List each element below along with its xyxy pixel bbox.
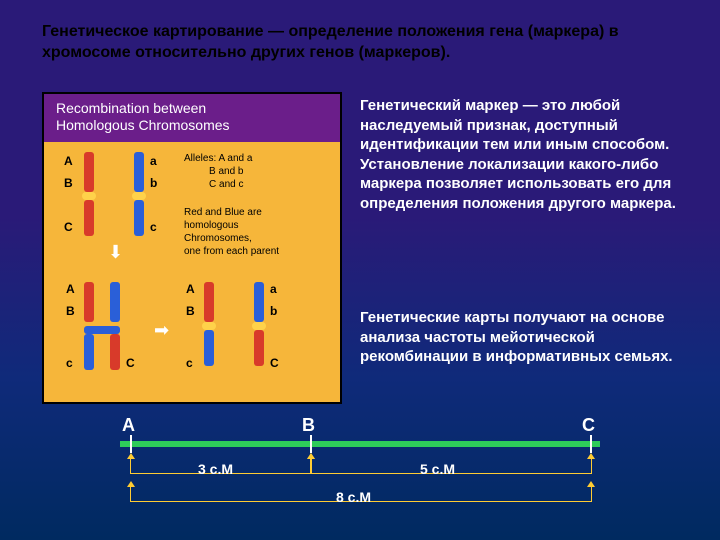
arrow-right-icon: ➡ — [154, 320, 169, 341]
label-C2: C — [126, 356, 135, 370]
chrom-red-top-lower — [84, 200, 94, 236]
diagram-header: Recombination between Homologous Chromos… — [44, 94, 340, 142]
centromere-prod2 — [252, 322, 266, 330]
alleles-3: C and c — [209, 179, 243, 190]
homologous-legend: Red and Blue are homologous Chromosomes,… — [184, 206, 334, 258]
slide: Генетическое картирование — определение … — [0, 0, 720, 540]
cross-red-upper — [84, 282, 94, 322]
alleles-legend: Alleles: A and a B and b C and c — [184, 152, 252, 191]
label-A2: A — [66, 282, 75, 296]
map-label-C: C — [582, 415, 595, 436]
centromere-prod1 — [202, 322, 216, 330]
alleles-2: B and b — [209, 166, 243, 177]
dist-AC: 8 с.М — [336, 489, 371, 505]
map-label-B: B — [302, 415, 315, 436]
cross-blue-upper — [110, 282, 120, 322]
legend-3: Chromosomes, — [184, 233, 252, 244]
genetic-map: A B C 3 с.М 5 с.М 8 с.М — [100, 415, 620, 525]
chrom-red-top-upper — [84, 152, 94, 192]
legend-2: homologous — [184, 220, 238, 231]
tick-B — [310, 435, 312, 453]
label-c: c — [150, 220, 157, 234]
label-A3: A — [186, 282, 195, 296]
label-a: a — [150, 154, 157, 168]
alleles-title: Alleles: — [184, 153, 216, 164]
legend-4: one from each parent — [184, 246, 279, 257]
prod-red-upper — [204, 282, 214, 322]
map-line — [120, 441, 600, 447]
diagram-body: A B C a b c Alleles: A and a B and b C a… — [44, 142, 340, 402]
label-a3: a — [270, 282, 277, 296]
label-c3: c — [186, 356, 193, 370]
prod-blue-lower-red — [254, 330, 264, 366]
chrom-blue-top-lower — [134, 200, 144, 236]
legend-1: Red and Blue are — [184, 207, 262, 218]
map-label-A: A — [122, 415, 135, 436]
label-c2: c — [66, 356, 73, 370]
label-b: b — [150, 176, 157, 190]
recombination-diagram: Recombination between Homologous Chromos… — [42, 92, 342, 404]
prod-red-lower-blue — [204, 330, 214, 366]
diagram-header-line2: Homologous Chromosomes — [56, 117, 328, 134]
tick-C — [590, 435, 592, 453]
cross-link — [84, 326, 120, 334]
label-b3: b — [270, 304, 277, 318]
label-B3: B — [186, 304, 195, 318]
paragraph-maps: Генетические карты получают на основе ан… — [360, 308, 690, 367]
centromere-blue — [132, 192, 146, 200]
centromere-red — [82, 192, 96, 200]
paragraph-marker-definition: Генетический маркер — это любой наследуе… — [360, 96, 690, 213]
cross-red-lower — [110, 334, 120, 370]
dist-BC: 5 с.М — [420, 461, 455, 477]
tick-A — [130, 435, 132, 453]
slide-title: Генетическое картирование — определение … — [42, 22, 678, 64]
diagram-header-line1: Recombination between — [56, 100, 328, 117]
label-A: A — [64, 154, 73, 168]
label-B2: B — [66, 304, 75, 318]
arrow-down-icon: ⬇ — [108, 242, 123, 263]
label-C3: C — [270, 356, 279, 370]
label-C: C — [64, 220, 73, 234]
dist-AB: 3 с.М — [198, 461, 233, 477]
prod-blue-upper — [254, 282, 264, 322]
cross-blue-lower — [84, 334, 94, 370]
alleles-1: A and a — [218, 153, 252, 164]
chrom-blue-top-upper — [134, 152, 144, 192]
label-B: B — [64, 176, 73, 190]
